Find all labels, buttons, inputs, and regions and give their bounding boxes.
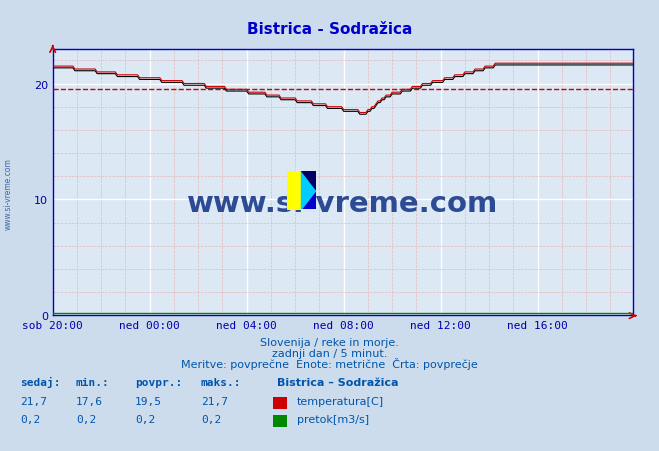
Text: temperatura[C]: temperatura[C] <box>297 396 384 405</box>
Text: sedaj:: sedaj: <box>20 377 60 387</box>
Polygon shape <box>302 171 316 190</box>
Text: povpr.:: povpr.: <box>135 377 183 387</box>
Text: 21,7: 21,7 <box>20 396 47 405</box>
Text: www.si-vreme.com: www.si-vreme.com <box>187 190 498 218</box>
Polygon shape <box>302 190 316 210</box>
Text: www.si-vreme.com: www.si-vreme.com <box>3 158 13 230</box>
Text: Meritve: povprečne  Enote: metrične  Črta: povprečje: Meritve: povprečne Enote: metrične Črta:… <box>181 358 478 369</box>
Text: Bistrica – Sodražica: Bistrica – Sodražica <box>277 377 398 387</box>
Text: 0,2: 0,2 <box>135 414 156 423</box>
Text: maks.:: maks.: <box>201 377 241 387</box>
Text: 0,2: 0,2 <box>201 414 221 423</box>
Text: pretok[m3/s]: pretok[m3/s] <box>297 414 368 423</box>
Text: Bistrica - Sodražica: Bistrica - Sodražica <box>247 22 412 37</box>
Text: Slovenija / reke in morje.: Slovenija / reke in morje. <box>260 337 399 347</box>
Text: min.:: min.: <box>76 377 109 387</box>
Text: zadnji dan / 5 minut.: zadnji dan / 5 minut. <box>272 348 387 358</box>
Text: 0,2: 0,2 <box>76 414 96 423</box>
Text: 0,2: 0,2 <box>20 414 40 423</box>
Polygon shape <box>302 171 316 210</box>
Text: 17,6: 17,6 <box>76 396 103 405</box>
Text: 19,5: 19,5 <box>135 396 162 405</box>
Text: 21,7: 21,7 <box>201 396 228 405</box>
